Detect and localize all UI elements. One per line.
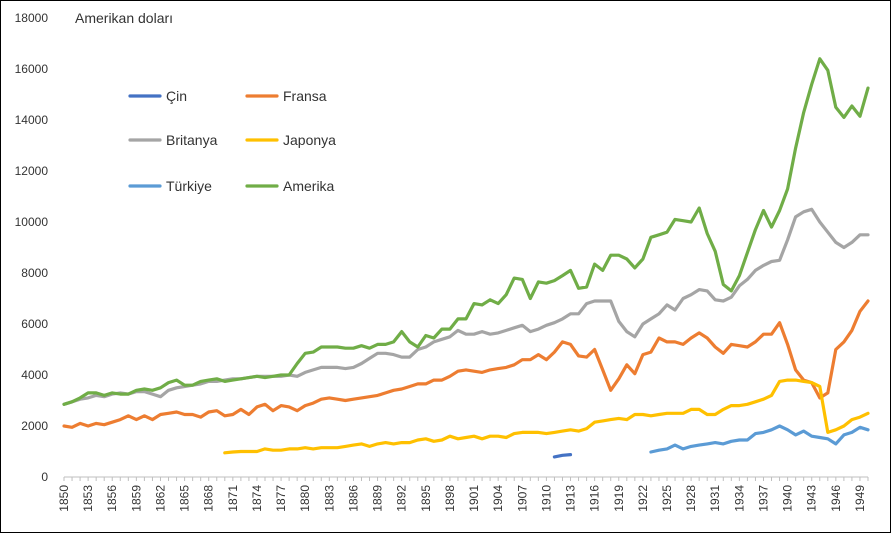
x-tick-label: 1922 [636,485,650,512]
x-tick-label: 1856 [105,485,119,512]
x-tick-label: 1868 [202,485,216,512]
y-tick-label: 4000 [21,368,48,382]
x-tick-label: 1892 [395,485,409,512]
x-tick-label: 1859 [129,485,143,512]
x-tick-label: 1871 [226,485,240,512]
y-axis: 0 2000 4000 6000 8000 10000 12000 14000 16000 180… [15,11,49,484]
legend-label: Çin [166,88,187,104]
x-tick-label: 1898 [443,485,457,512]
y-tick-label: 8000 [21,266,48,280]
y-tick-label: 18000 [15,11,49,25]
unit-label: Amerikan doları [75,10,173,26]
x-tick-label: 1913 [564,485,578,512]
x-tick-label: 1937 [756,485,770,512]
series-line-4 [223,378,870,455]
series-line-2 [62,299,870,429]
x-tick-label: 1880 [298,485,312,512]
x-tick-label: 1928 [684,485,698,512]
x-tick-label: 1886 [346,485,360,512]
x-tick-label: 1865 [178,485,192,512]
series-line-6 [62,57,870,406]
x-tick-label: 1904 [491,485,505,512]
y-tick-label: 2000 [21,419,48,433]
y-tick-label: 16000 [15,62,49,76]
x-tick-label: 1931 [708,485,722,512]
x-tick-label: 1850 [57,485,71,512]
x-tick-label: 1901 [467,485,481,512]
x-tick-label: 1889 [371,485,385,512]
x-tick-label: 1949 [853,485,867,512]
x-tick-label: 1946 [829,485,843,512]
y-tick-label: 14000 [15,113,49,127]
series-line-5 [649,424,870,454]
x-tick-label: 1877 [274,485,288,512]
x-tick-label: 1916 [588,485,602,512]
legend: Çin Fransa Britanya Japonya Türkiye Amerika [128,88,336,194]
series-line-1 [552,453,573,459]
x-tick-label: 1895 [419,485,433,512]
legend-label: Britanya [166,132,218,148]
x-tick-label: 1934 [732,485,746,512]
x-tick-label: 1853 [81,485,95,512]
x-tick-label: 1883 [322,485,336,512]
x-tick-label: 1862 [153,485,167,512]
series-lines [62,57,870,459]
y-tick-label: 0 [41,470,48,484]
legend-label: Türkiye [166,178,212,194]
x-tick-label: 1940 [781,485,795,512]
legend-label: Fransa [283,88,327,104]
series-line-3 [62,207,870,406]
x-tick-label: 1910 [539,485,553,512]
x-tick-label: 1919 [612,485,626,512]
x-tick-label: 1874 [250,485,264,512]
y-tick-label: 6000 [21,317,48,331]
x-tick-label: 1925 [660,485,674,512]
legend-label: Japonya [283,132,336,148]
legend-label: Amerika [283,178,335,194]
x-tick-label: 1907 [515,485,529,512]
y-tick-label: 12000 [15,164,49,178]
y-tick-label: 10000 [15,215,49,229]
x-tick-label: 1943 [805,485,819,512]
x-axis: 1850 1853 1856 1859 1862 1865 1868 1871 1874 1877… [57,476,869,512]
